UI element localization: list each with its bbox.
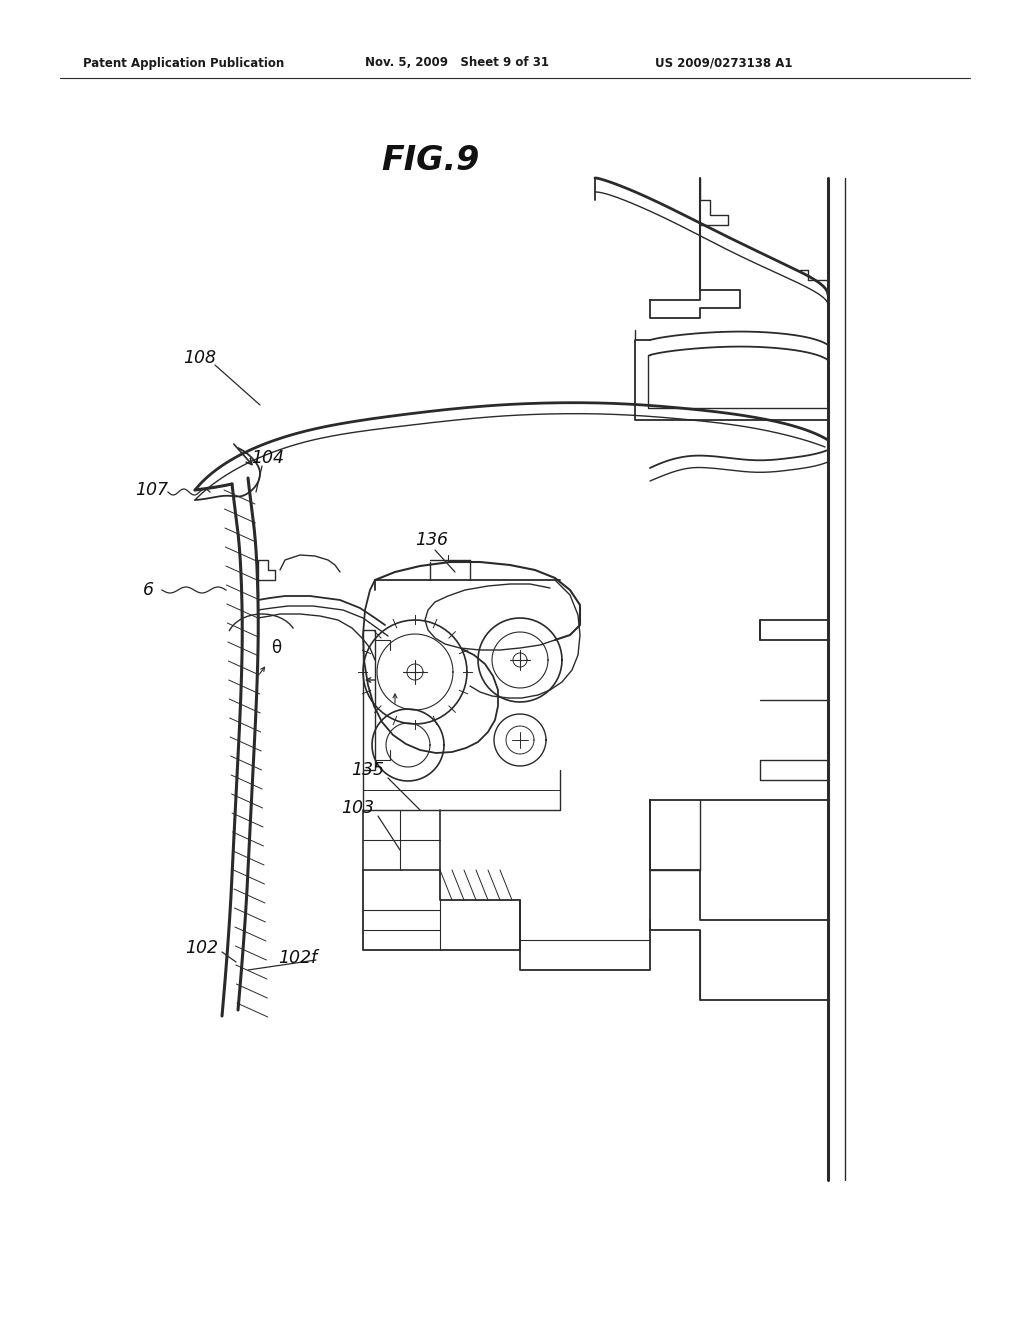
Text: Nov. 5, 2009   Sheet 9 of 31: Nov. 5, 2009 Sheet 9 of 31	[365, 57, 549, 70]
Text: Patent Application Publication: Patent Application Publication	[83, 57, 285, 70]
Text: 104: 104	[252, 449, 285, 467]
Text: FIG.9: FIG.9	[381, 144, 479, 177]
Text: 135: 135	[351, 762, 384, 779]
Text: 102f: 102f	[279, 949, 317, 968]
Text: 136: 136	[416, 531, 449, 549]
Text: θ: θ	[271, 639, 281, 657]
Text: 107: 107	[135, 480, 169, 499]
Text: 103: 103	[341, 799, 375, 817]
Text: US 2009/0273138 A1: US 2009/0273138 A1	[655, 57, 793, 70]
Text: 6: 6	[142, 581, 154, 599]
Text: 102: 102	[185, 939, 218, 957]
Text: 108: 108	[183, 348, 216, 367]
